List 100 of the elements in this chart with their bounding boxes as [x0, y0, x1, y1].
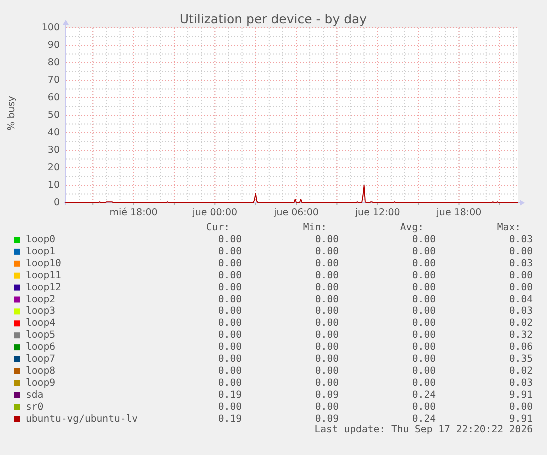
text: 9.91 — [509, 390, 534, 401]
text: 0.09 — [315, 390, 340, 401]
legend-label: loop5 — [26, 330, 56, 342]
text: 0.03 — [509, 378, 534, 389]
text: 0.00 — [218, 258, 242, 270]
text: Last update: Thu Sep 17 22:20:22 2026 — [314, 424, 534, 436]
legend-label: loop10 — [26, 258, 62, 270]
text: 0.00 — [315, 354, 340, 365]
text: 0.00 — [412, 246, 436, 258]
text: 0.00 — [412, 270, 436, 282]
text: 0.00 — [218, 270, 242, 282]
legend-label: loop7 — [26, 354, 56, 365]
text: 0.32 — [509, 330, 534, 342]
text: 0.00 — [509, 270, 534, 282]
text: 0.00 — [315, 282, 340, 294]
text: 0.24 — [412, 414, 436, 425]
y-tick-label: 10 — [48, 180, 60, 191]
text: 0.00 — [315, 294, 340, 306]
y-tick-label: 60 — [48, 92, 60, 104]
text: 0.02 — [509, 318, 534, 330]
text: Max: — [497, 222, 521, 234]
text: 0.00 — [315, 366, 340, 377]
text: 0.00 — [412, 294, 436, 306]
legend-label: loop1 — [26, 246, 56, 258]
text: 0.35 — [509, 354, 534, 365]
text: 0.00 — [315, 270, 340, 282]
y-tick-label: 100 — [42, 22, 60, 34]
legend-label: loop8 — [26, 366, 56, 377]
y-tick-label: 30 — [48, 145, 60, 156]
text: 0.24 — [412, 390, 436, 401]
x-tick-label: jue 06:00 — [273, 208, 319, 218]
chart-title: Utilization per device - by day — [180, 12, 368, 26]
text: 0.00 — [218, 246, 242, 258]
text: 0.00 — [315, 306, 340, 318]
legend-label: loop9 — [26, 378, 56, 389]
text: 0.09 — [315, 414, 340, 425]
text: 0.00 — [218, 318, 242, 330]
text: 0.00 — [509, 402, 534, 413]
text: 0.00 — [218, 366, 242, 377]
text: 0.06 — [509, 342, 534, 354]
y-tick-label: 80 — [48, 58, 60, 68]
text: 0.00 — [218, 234, 242, 246]
text: 0.03 — [509, 306, 534, 318]
legend-label: loop3 — [26, 306, 56, 318]
x-tick-label: jue 12:00 — [354, 208, 400, 218]
text: 0.04 — [509, 294, 534, 306]
y-tick-label: 50 — [48, 110, 60, 121]
text: 0.00 — [218, 402, 242, 413]
text: 0.19 — [218, 390, 242, 401]
y-tick-label: 40 — [48, 128, 60, 138]
text: 0.00 — [218, 354, 242, 365]
text: 0.00 — [412, 342, 436, 354]
text: 0.00 — [218, 294, 242, 306]
y-tick-label: 20 — [48, 162, 60, 174]
text: 0.00 — [315, 378, 340, 389]
legend-label: sda — [26, 390, 44, 401]
text: 0.02 — [509, 366, 534, 377]
legend-label: loop4 — [26, 318, 56, 330]
legend-label: ubuntu-vg/ubuntu-lv — [26, 414, 138, 425]
text: 0.00 — [218, 330, 242, 342]
text: 0.00 — [315, 234, 340, 246]
text: 0.00 — [315, 402, 340, 413]
y-tick-label: 0 — [54, 198, 60, 208]
text: 0.03 — [509, 258, 534, 270]
text: 0.00 — [412, 234, 436, 246]
y-axis-title: % busy — [6, 96, 18, 131]
text: 0.00 — [509, 282, 534, 294]
legend-label: loop6 — [26, 342, 56, 354]
legend-label: loop2 — [26, 294, 56, 306]
text: 0.00 — [412, 378, 436, 389]
text: 0.00 — [412, 258, 436, 270]
text: 0.00 — [412, 318, 436, 330]
text: 0.00 — [315, 246, 340, 258]
text: 0.00 — [315, 342, 340, 354]
text: 0.00 — [218, 342, 242, 354]
text: 0.00 — [412, 306, 436, 318]
text: 9.91 — [509, 414, 534, 425]
x-tick-label: jue 18:00 — [436, 208, 482, 218]
text: 0.00 — [412, 330, 436, 342]
text: 0.00 — [412, 282, 436, 294]
text: 0.00 — [509, 246, 534, 258]
text: 0.00 — [412, 402, 436, 413]
text: 0.03 — [509, 234, 534, 246]
y-tick-label: 90 — [48, 40, 60, 51]
text: 0.00 — [412, 366, 436, 377]
text: 0.00 — [218, 282, 242, 294]
text: 0.00 — [218, 306, 242, 318]
text: 0.00 — [315, 330, 340, 342]
x-tick-label: mié 18:00 — [110, 208, 158, 218]
text: 0.00 — [218, 378, 242, 389]
text: 0.00 — [315, 318, 340, 330]
legend-label: loop11 — [26, 270, 62, 282]
text: Cur: — [206, 222, 230, 234]
text: 0.00 — [412, 354, 436, 365]
text: 0.00 — [315, 258, 340, 270]
text: Avg: — [400, 222, 424, 234]
text: Min: — [303, 222, 327, 234]
y-tick-label: 70 — [48, 75, 60, 86]
legend-label: loop0 — [26, 234, 56, 246]
legend-label: sr0 — [26, 402, 44, 413]
